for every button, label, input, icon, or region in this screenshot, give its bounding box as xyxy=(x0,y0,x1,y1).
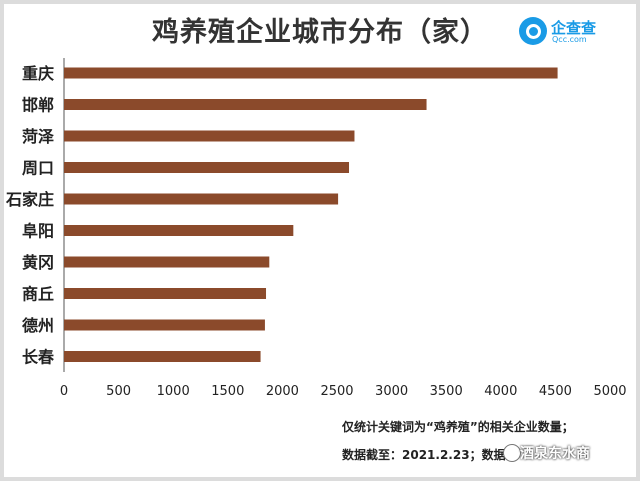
x-tick-label-0: 0 xyxy=(60,384,68,399)
x-tick-label-8: 4000 xyxy=(484,384,517,399)
category-label-6: 黄冈 xyxy=(22,253,54,272)
category-label-5: 阜阳 xyxy=(22,222,54,241)
qcc-logo: 企查查 Qcc.com xyxy=(519,17,615,47)
x-tick-label-9: 4500 xyxy=(539,384,572,399)
bar-2 xyxy=(64,130,355,142)
category-label-9: 长春 xyxy=(22,348,55,367)
category-label-3: 周口 xyxy=(22,159,54,178)
x-tick-label-5: 2500 xyxy=(320,384,353,399)
chart-card xyxy=(4,4,636,477)
qcc-logo-icon xyxy=(519,17,547,45)
category-label-4: 石家庄 xyxy=(5,190,54,209)
footnote-date: 数据截至：2021.2.23；数据来 xyxy=(342,448,518,462)
logo-name: 企查查 xyxy=(551,19,597,37)
x-tick-label-2: 1000 xyxy=(157,384,190,399)
bar-7 xyxy=(64,288,267,299)
bar-8 xyxy=(64,319,265,331)
bar-9 xyxy=(64,351,261,362)
category-label-8: 德州 xyxy=(22,316,54,335)
category-label-7: 商丘 xyxy=(22,285,54,304)
x-tick-label-7: 3500 xyxy=(430,384,463,399)
x-tick-label-10: 5000 xyxy=(593,384,626,399)
bar-0 xyxy=(64,67,558,79)
bar-5 xyxy=(64,225,294,236)
bar-4 xyxy=(64,193,339,205)
x-tick-label-6: 3000 xyxy=(375,384,408,399)
bar-1 xyxy=(64,99,427,110)
chart-title: 鸡养殖企业城市分布（家） xyxy=(152,17,488,48)
category-label-0: 重庆 xyxy=(22,64,54,83)
category-label-1: 邯郸 xyxy=(22,96,54,115)
watermark: 酒泉东水商 xyxy=(520,446,590,462)
x-tick-label-3: 1500 xyxy=(211,384,244,399)
wechat-icon xyxy=(503,444,521,462)
bar-6 xyxy=(64,256,270,268)
bar-3 xyxy=(64,162,350,173)
footnote-scope: 仅统计关键词为“鸡养殖”的相关企业数量； xyxy=(342,420,574,434)
logo-sub: Qcc.com xyxy=(552,35,587,44)
x-tick-label-4: 2000 xyxy=(266,384,299,399)
x-tick-label-1: 500 xyxy=(106,384,131,399)
category-label-2: 菏泽 xyxy=(22,127,54,146)
